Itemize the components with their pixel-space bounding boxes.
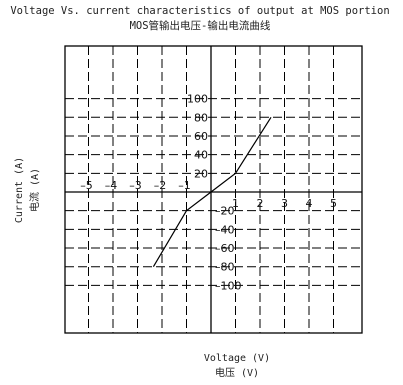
y-tick-label: –60 — [215, 242, 235, 255]
y-tick-labels: 100 80 60 40 20 –20 –40 –60 –80 –100 — [187, 93, 242, 293]
y-axis-label-cn: 电流 (A) — [28, 168, 41, 212]
y-tick-label: 20 — [194, 167, 208, 180]
grid — [65, 46, 362, 333]
y-tick-label: –40 — [215, 223, 235, 236]
y-tick-label: –80 — [215, 261, 235, 274]
y-tick-label: 40 — [194, 149, 208, 162]
x-tick-label: –1 — [178, 179, 191, 192]
series-line — [152, 116, 272, 268]
plot-frame — [64, 45, 363, 334]
x-axis-label-cn: 电压 (V) — [215, 366, 259, 379]
x-tick-label: 5 — [330, 197, 337, 210]
y-axis-label: Current (A) — [14, 157, 25, 223]
x-axis-label: Voltage (V) — [204, 353, 270, 364]
x-tick-label: 3 — [281, 197, 288, 210]
y-tick-label: 60 — [194, 130, 208, 143]
x-tick-label: 2 — [257, 197, 264, 210]
y-tick-label: –100 — [215, 279, 242, 292]
x-tick-label: –5 — [80, 179, 93, 192]
x-tick-label: –3 — [129, 179, 142, 192]
chart-subtitle: MOS管输出电压-输出电流曲线 — [130, 19, 271, 32]
x-tick-label: –2 — [154, 179, 167, 192]
x-tick-labels: –5 –4 –3 –2 –1 1 2 3 4 5 — [80, 179, 337, 210]
x-tick-label: 4 — [306, 197, 313, 210]
x-tick-label: –4 — [105, 179, 118, 192]
y-tick-label: 80 — [194, 111, 208, 124]
y-tick-label: 100 — [187, 93, 208, 106]
y-tick-label: –20 — [215, 205, 235, 218]
chart-title: Voltage Vs. current characteristics of o… — [10, 5, 389, 17]
series-layer — [152, 116, 272, 268]
x-tick-label: 1 — [232, 197, 239, 210]
